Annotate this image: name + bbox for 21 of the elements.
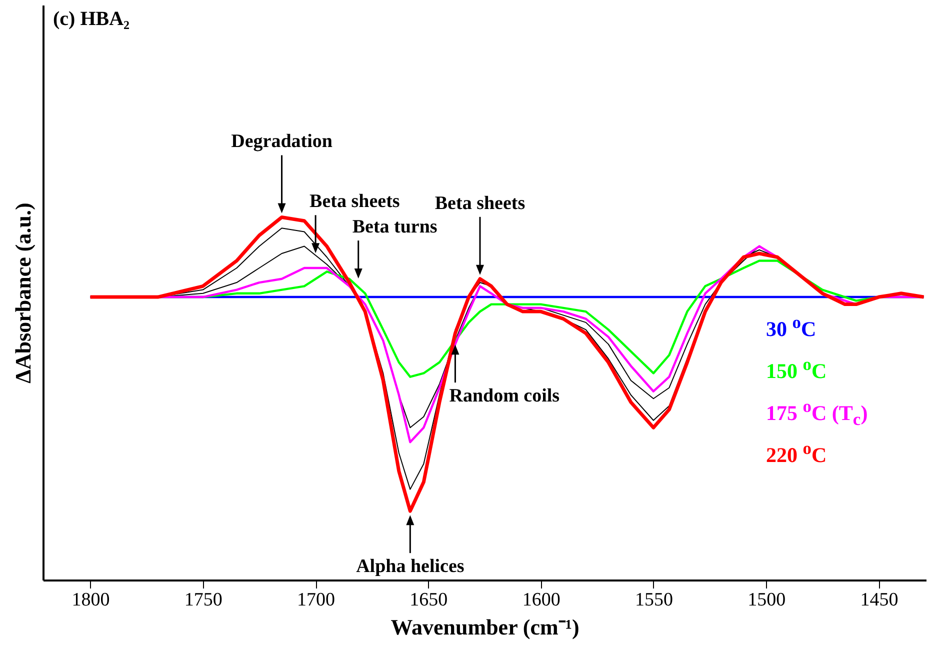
annotation: Beta sheets — [310, 191, 400, 212]
x-tick-label: 1700 — [297, 590, 336, 610]
x-tick-label: 1800 — [72, 590, 110, 610]
annotation: Degradation — [231, 131, 333, 152]
text: 150 $^{o}$C — [766, 354, 827, 384]
annotation: Beta sheets — [434, 192, 526, 214]
x-tick-label: 1500 — [748, 590, 786, 610]
annotation: Beta turns — [352, 216, 438, 238]
x-tick-label: 1600 — [522, 590, 560, 610]
x-axis-title: Wavenumber (cm⁻¹) — [390, 614, 580, 640]
y-axis-title: ΔAbsorbance (a.u.) — [10, 202, 36, 384]
annotation: Alpha helices — [356, 556, 464, 578]
chart-title: (c) HBA₂ — [53, 8, 130, 31]
annotation: Random coils — [449, 386, 560, 407]
x-tick-label: 1450 — [860, 590, 898, 610]
x-tick-label: 1550 — [634, 590, 673, 610]
text: 175 $^{o}$C (T$_{c}$) — [766, 396, 868, 430]
x-tick-label: 1650 — [410, 590, 448, 610]
x-tick-label: 1750 — [184, 590, 222, 610]
text: 220 $^{o}$C — [766, 438, 827, 468]
series-label: 30 $^{o}$C — [766, 312, 816, 342]
